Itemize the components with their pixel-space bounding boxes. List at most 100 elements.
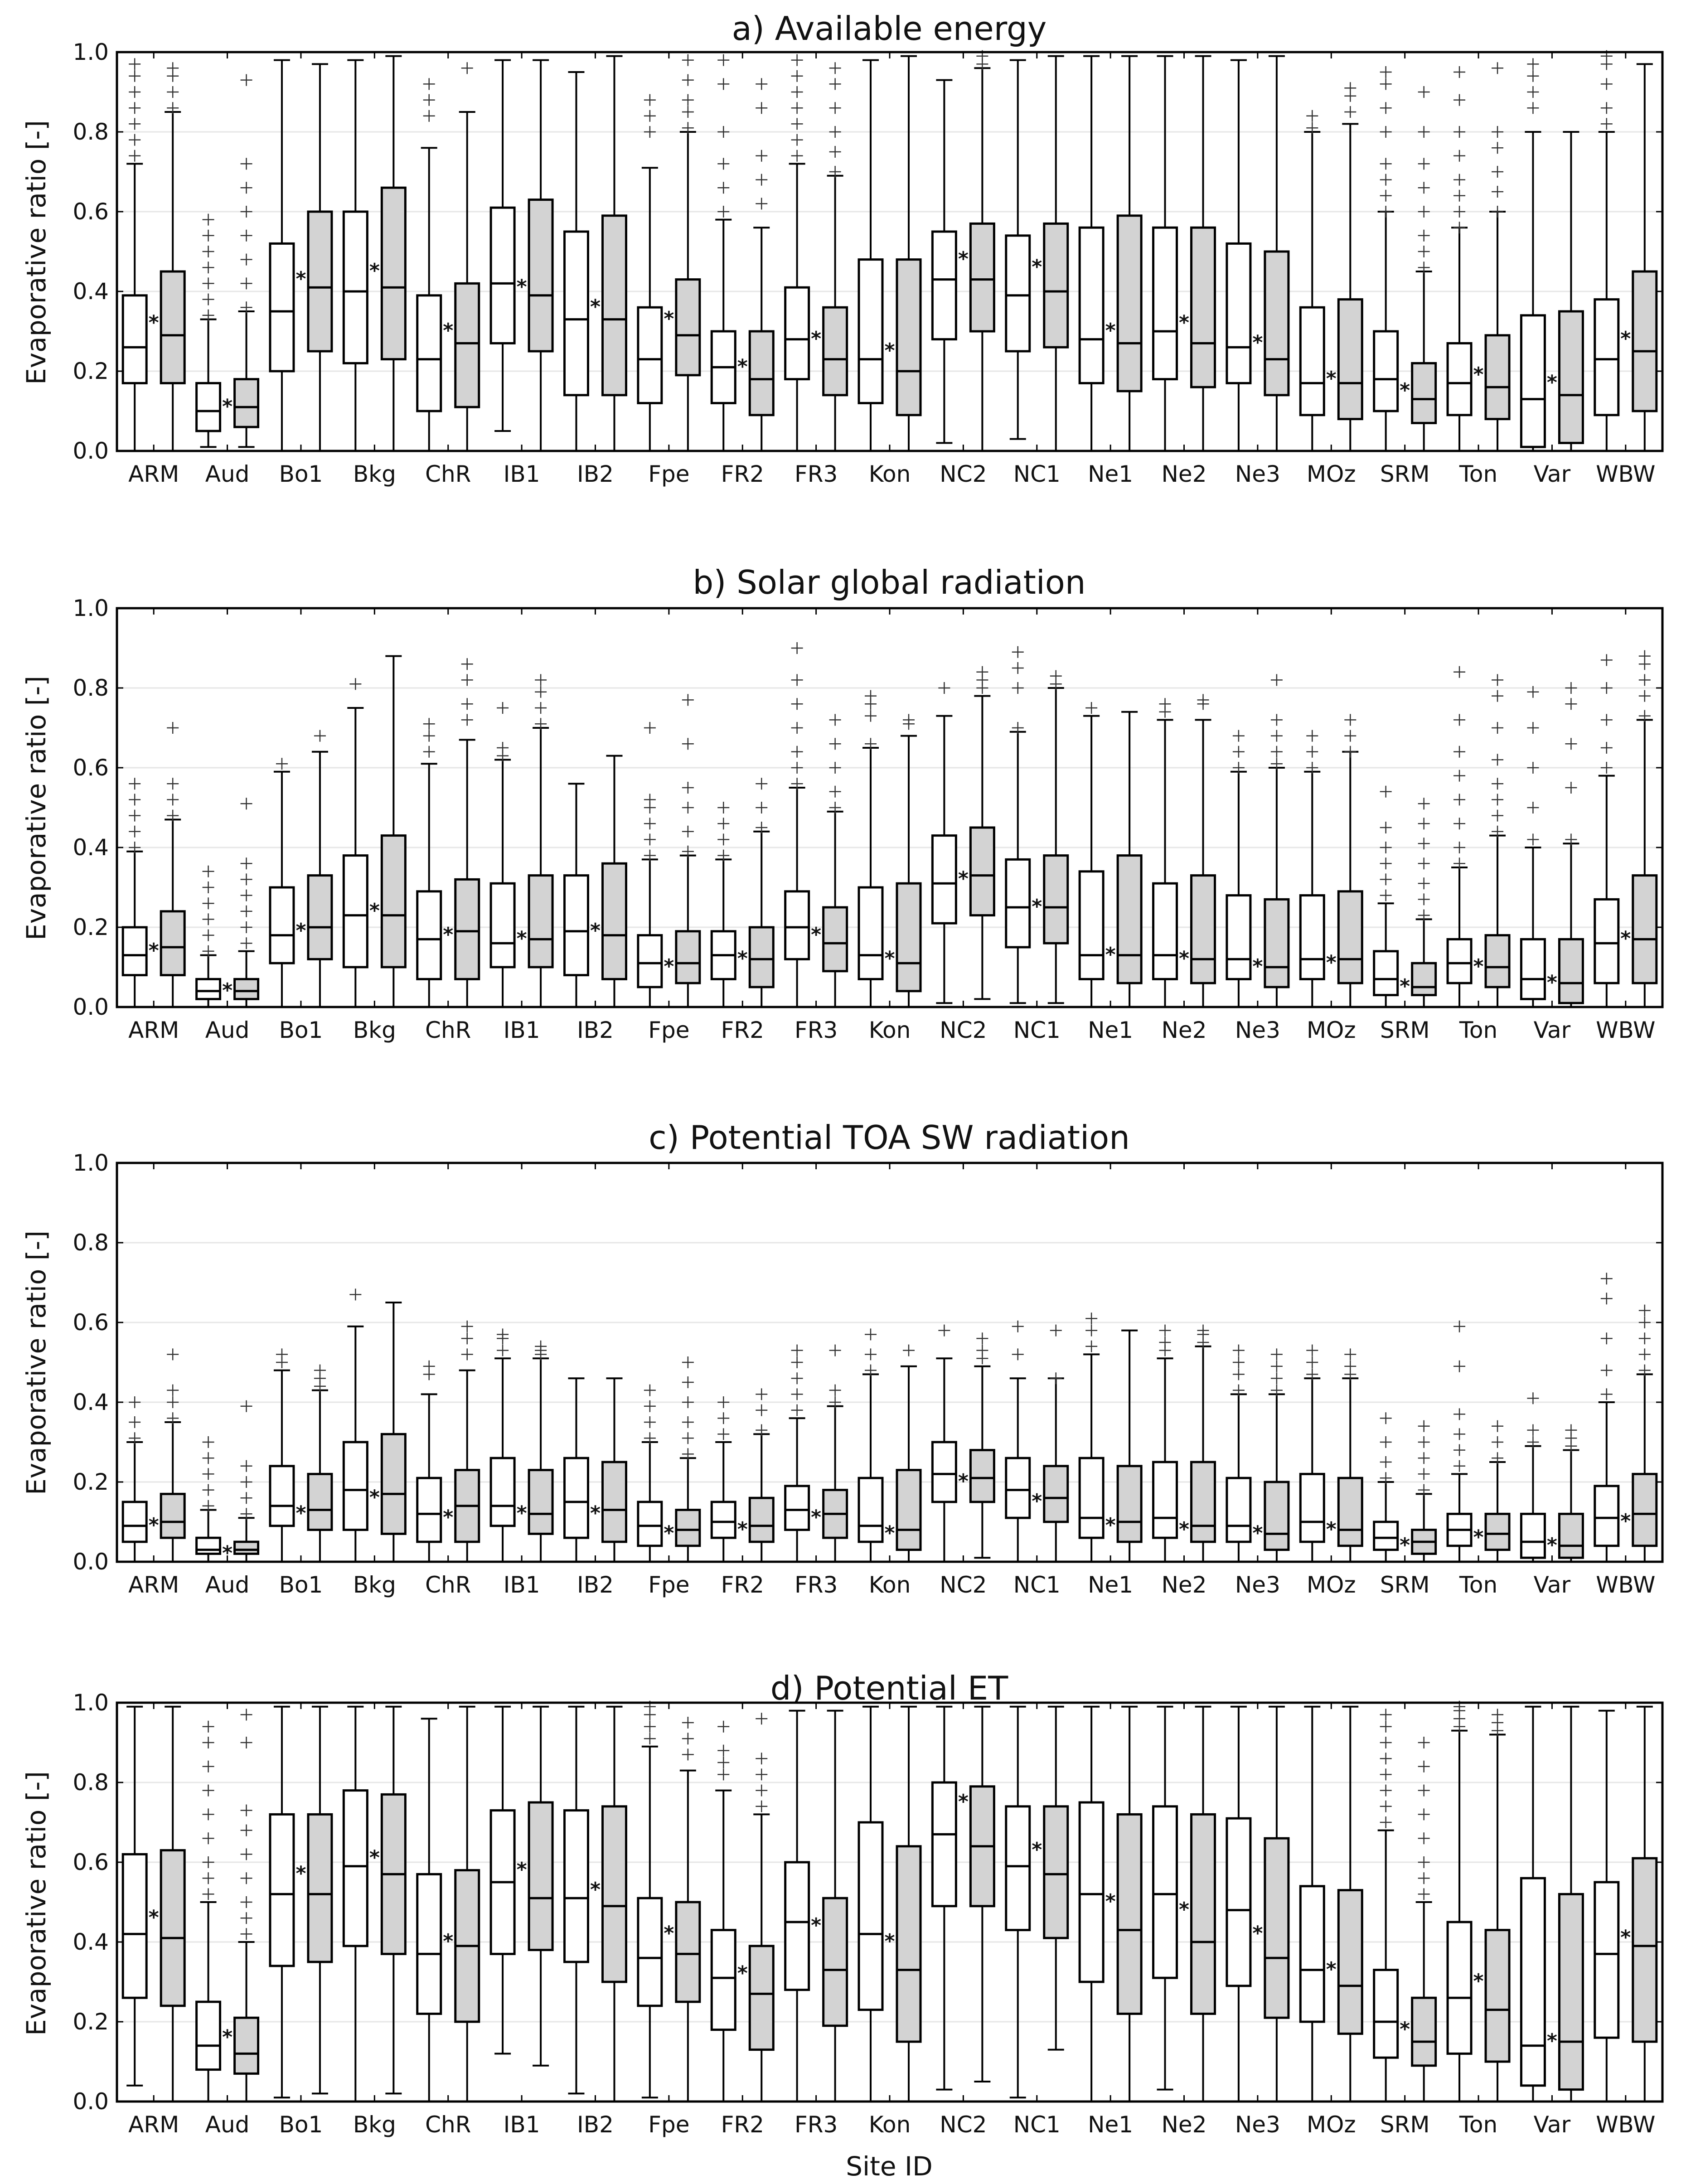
outlier-marker [129,794,141,806]
x-tick-label-srm: SRM [1380,1017,1430,1043]
outlier-marker [682,1448,694,1460]
box-white [121,1853,148,1999]
outlier-marker [1492,166,1504,178]
box-grey [1116,1465,1143,1543]
outlier-marker [129,842,141,853]
outlier-marker [644,722,656,734]
mean-marker: * [1547,371,1557,394]
outlier-marker [756,802,768,814]
outlier-marker [1492,206,1504,218]
outlier-marker [791,1404,803,1416]
outlier-marker [1527,1424,1539,1436]
x-tick-label-bkg: Bkg [353,1017,396,1043]
x-tick-label-bo1: Bo1 [279,2111,323,2138]
mean-marker: * [737,355,748,378]
x-axis-label: Site ID [846,2151,933,2182]
outlier-marker [1492,674,1504,686]
outlier-marker [865,1348,877,1361]
outlier-marker [829,738,841,750]
outlier-marker [644,1720,656,1733]
outlier-marker [1600,1388,1613,1400]
outlier-marker [791,134,803,146]
panel-title: a) Available energy [732,10,1047,48]
outlier-marker [1492,1420,1504,1432]
outlier-marker [1600,1273,1613,1285]
x-tick-label-nc1: NC1 [1013,1017,1061,1043]
outlier-marker [240,1804,252,1816]
mean-marker: * [1105,943,1116,966]
outlier-marker [1453,1360,1466,1372]
box-white [931,834,957,925]
outlier-marker [1527,802,1539,814]
outlier-marker [1418,229,1430,242]
outlier-marker [423,746,435,758]
x-tick-label-kon: Kon [869,2111,911,2138]
outlier-marker [240,1737,252,1748]
mean-marker: * [1032,895,1042,918]
outlier-marker [829,62,841,74]
x-tick-label-arm: ARM [128,1572,179,1598]
box-white [710,1929,736,2031]
box-grey [896,1469,922,1551]
x-tick-label-ib1: IB1 [504,1572,540,1598]
box-white [563,874,589,977]
outlier-marker [791,674,803,686]
box-grey [896,1845,922,2043]
x-tick-label-chr: ChR [425,1017,471,1043]
box-white [1078,1801,1105,1983]
y-tick-label: 0.2 [73,2009,109,2035]
outlier-marker [167,722,179,734]
outlier-marker [865,1364,877,1376]
outlier-marker [1380,857,1392,870]
outlier-marker [129,118,141,130]
box-white [784,1485,810,1531]
outlier-marker [1270,1348,1283,1361]
outlier-marker [1380,785,1392,798]
x-tick-label-fr3: FR3 [795,1572,838,1598]
x-tick-label-moz: MOz [1307,461,1356,487]
box-white [1226,1477,1252,1543]
mean-marker: * [1326,951,1337,974]
mean-marker: * [517,1858,527,1881]
outlier-marker [1492,809,1504,822]
panel-potential-et: d) Potential ET Evaporative ratio [-] Si… [21,1669,1664,2182]
outlier-marker [791,118,803,130]
outlier-marker [1380,889,1392,901]
box-white [931,230,957,341]
outlier-marker [1453,818,1466,830]
outlier-marker [497,742,509,754]
outlier-marker [644,110,656,122]
mean-marker: * [590,1878,601,1901]
outlier-marker [717,206,730,218]
box-grey [1411,1996,1437,2067]
x-tick-label-chr: ChR [425,2111,471,2138]
outlier-marker [240,74,252,86]
box-white [1373,1521,1399,1551]
box-grey [1337,1889,1363,2035]
box-white [1373,950,1399,997]
x-tick-label-bkg: Bkg [353,2111,396,2138]
outlier-marker [756,198,768,210]
x-tick-label-fr3: FR3 [795,2111,838,2138]
outlier-marker [1306,762,1318,774]
box-white [121,926,148,977]
outlier-marker [1012,662,1024,674]
panel-title: d) Potential ET [770,1669,1008,1707]
box-white [121,1501,148,1543]
outlier-marker [1638,1348,1651,1361]
outlier-marker [1600,682,1613,694]
outlier-marker [717,1768,730,1781]
outlier-marker [1638,674,1651,686]
y-tick-label: 0.6 [73,1309,109,1336]
outlier-marker [240,1848,252,1860]
mean-marker: * [1400,379,1410,402]
y-tick-label: 0.4 [73,834,109,861]
mean-marker: * [1547,1534,1557,1557]
mean-marker: * [590,1502,601,1525]
outlier-marker [461,658,473,670]
outlier-marker [167,809,179,822]
box-grey [160,910,186,977]
x-tick-label-ib1: IB1 [504,1017,540,1043]
mean-marker: * [149,939,159,962]
outlier-marker [682,1432,694,1444]
